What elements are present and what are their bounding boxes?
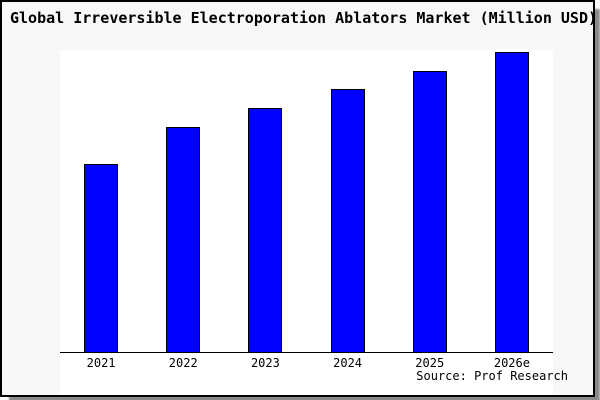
x-axis-line <box>60 351 553 354</box>
x-tick-label-2022: 2022 <box>168 356 198 370</box>
bar-2024 <box>330 89 365 353</box>
x-tick-label-2021: 2021 <box>86 356 116 370</box>
bar-2022 <box>166 127 201 353</box>
bar-2023 <box>248 108 283 353</box>
x-tick-label-2025: 2025 <box>415 356 445 370</box>
bar-2021 <box>84 164 119 353</box>
bar-2026e <box>494 52 529 353</box>
x-tick-label-2024: 2024 <box>333 356 363 370</box>
plot-area <box>60 50 553 395</box>
x-tick-label-2023: 2023 <box>250 356 280 370</box>
chart-title: Global Irreversible Electroporation Abla… <box>10 9 597 27</box>
source-note: Source: Prof Research <box>416 369 568 383</box>
bar-2025 <box>412 71 447 353</box>
x-tick-label-2026e: 2026e <box>493 356 530 370</box>
